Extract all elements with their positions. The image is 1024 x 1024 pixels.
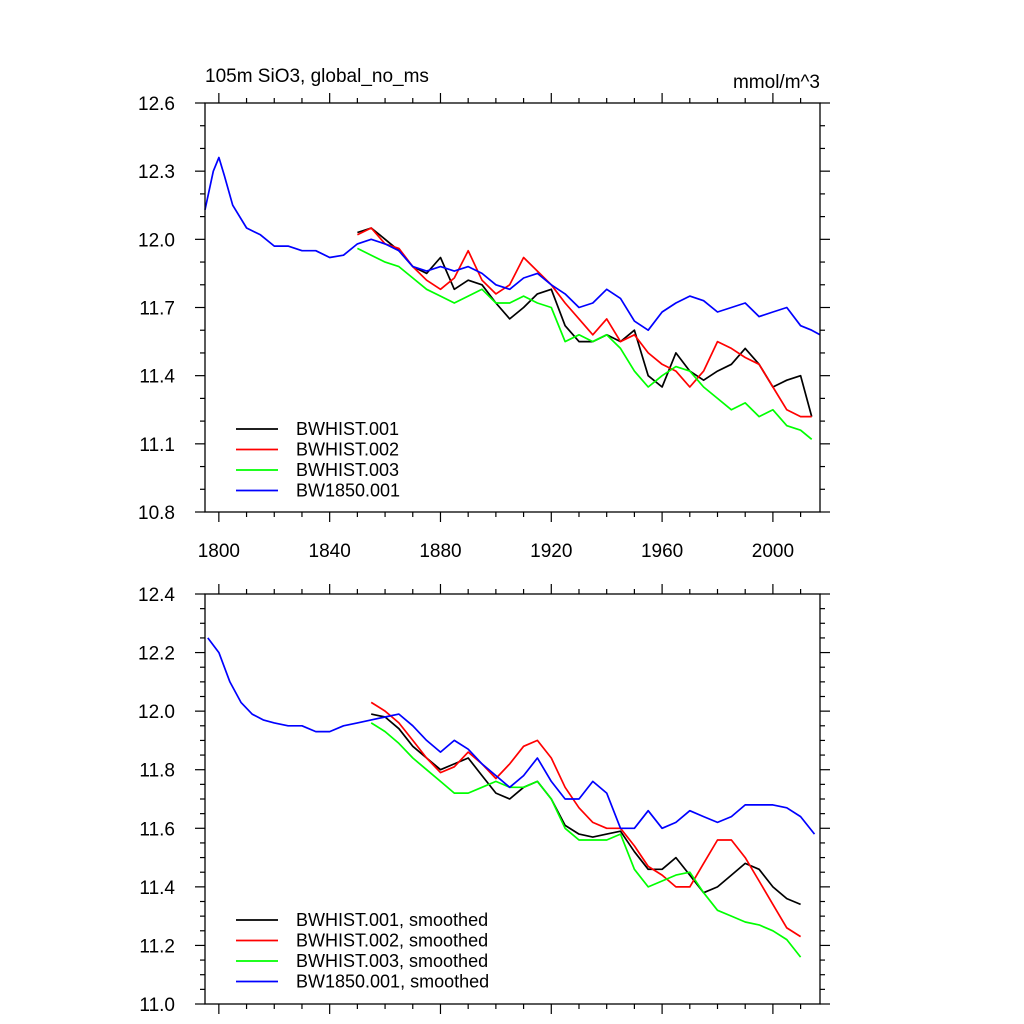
top-panel: 105m SiO3, global_no_ms mmol/m^3 1800 184… bbox=[138, 66, 830, 562]
top-x-tick-label-4: 1960 bbox=[641, 541, 683, 562]
top-y-tick-label-2: 11.4 bbox=[139, 367, 175, 388]
top-series-line-4 bbox=[204, 156, 821, 336]
bottom-legend-label-1: BWHIST.001, smoothed bbox=[296, 910, 488, 930]
top-y-tick-label-3: 11.7 bbox=[139, 299, 175, 320]
bottom-y-tick-label-4: 11.8 bbox=[139, 761, 175, 782]
top-x-tick-label-0: 1800 bbox=[198, 541, 240, 562]
top-y-tick-label-5: 12.3 bbox=[138, 162, 175, 183]
bottom-y-tick-label-6: 12.2 bbox=[138, 644, 175, 665]
top-series-line-3 bbox=[357, 247, 813, 440]
top-x-tick-label-5: 2000 bbox=[752, 541, 794, 562]
top-y-tick-label-6: 12.6 bbox=[138, 94, 175, 115]
bottom-series-line-2 bbox=[370, 701, 802, 938]
bottom-series-line-3 bbox=[370, 722, 802, 958]
bottom-y-tick-label-2: 11.4 bbox=[139, 878, 175, 899]
bottom-legend-label-2: BWHIST.002, smoothed bbox=[296, 931, 488, 951]
top-chart-title: 105m SiO3, global_no_ms bbox=[205, 66, 429, 87]
bottom-series-line-4 bbox=[207, 637, 816, 835]
bottom-legend-label-3: BWHIST.003, smoothed bbox=[296, 951, 488, 971]
top-x-tick-label-1: 1840 bbox=[309, 541, 351, 562]
top-series-line-2 bbox=[357, 227, 812, 418]
top-legend-label-2: BWHIST.002 bbox=[296, 440, 399, 460]
bottom-y-tick-label-0: 11.0 bbox=[139, 995, 175, 1016]
top-legend-label-1: BWHIST.001 bbox=[296, 419, 399, 439]
top-series-line-1 bbox=[357, 227, 813, 417]
top-y-tick-label-1: 11.1 bbox=[139, 435, 175, 456]
bottom-panel: 11.0 11.2 11.4 11.6 11.8 12.0 12.2 12.4 BWHIST.0… bbox=[138, 584, 830, 1016]
top-legend-label-3: BWHIST.003 bbox=[296, 460, 399, 480]
top-x-tick-label-3: 1920 bbox=[530, 541, 572, 562]
top-legend-label-4: BW1850.001 bbox=[296, 481, 400, 501]
top-x-tick-label-2: 1880 bbox=[419, 541, 461, 562]
bottom-y-tick-label-1: 11.2 bbox=[139, 936, 175, 957]
bottom-y-tick-label-7: 12.4 bbox=[138, 585, 175, 606]
top-y-tick-label-4: 12.0 bbox=[138, 230, 175, 251]
bottom-y-tick-label-3: 11.6 bbox=[139, 819, 175, 840]
bottom-series-line-1 bbox=[371, 713, 801, 906]
top-y-tick-label-0: 10.8 bbox=[138, 503, 175, 524]
bottom-y-tick-label-5: 12.0 bbox=[138, 702, 175, 723]
bottom-legend-label-4: BW1850.001, smoothed bbox=[296, 972, 489, 992]
top-chart-units: mmol/m^3 bbox=[733, 72, 820, 93]
